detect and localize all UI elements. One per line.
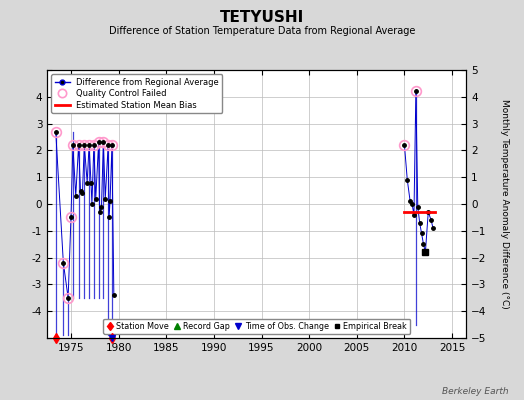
Text: Difference of Station Temperature Data from Regional Average: Difference of Station Temperature Data f…	[109, 26, 415, 36]
Text: Berkeley Earth: Berkeley Earth	[442, 387, 508, 396]
Y-axis label: Monthly Temperature Anomaly Difference (°C): Monthly Temperature Anomaly Difference (…	[500, 99, 509, 309]
Legend: Station Move, Record Gap, Time of Obs. Change, Empirical Break: Station Move, Record Gap, Time of Obs. C…	[103, 318, 410, 334]
Text: TETYUSHI: TETYUSHI	[220, 10, 304, 25]
